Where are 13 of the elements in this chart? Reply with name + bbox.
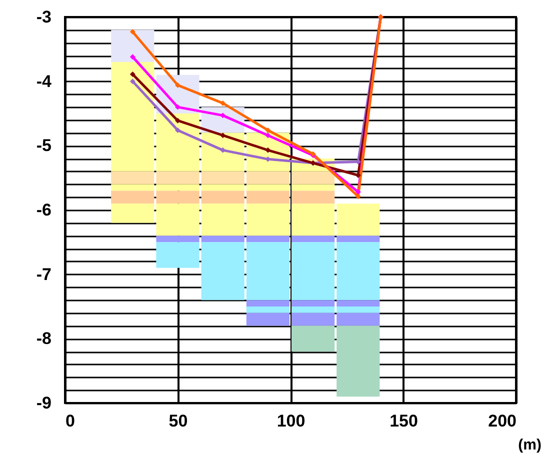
y-tick-label: -4: [36, 72, 52, 91]
x-tick-label: 200: [488, 412, 516, 430]
y-tick-label: -3: [36, 8, 52, 26]
x-tick-label: 150: [390, 412, 418, 430]
x-axis-title: (m): [518, 436, 542, 454]
y-tick-label: -6: [36, 200, 52, 220]
y-tick-label: -8: [36, 329, 52, 348]
x-tick-label: 100: [276, 412, 306, 430]
x-tick-label: 50: [168, 412, 188, 430]
y-tick-label: -9: [36, 394, 52, 412]
x-tick-label: 0: [66, 412, 75, 430]
y-tick-label: -7: [36, 264, 52, 284]
y-tick-label: -5: [36, 136, 52, 156]
